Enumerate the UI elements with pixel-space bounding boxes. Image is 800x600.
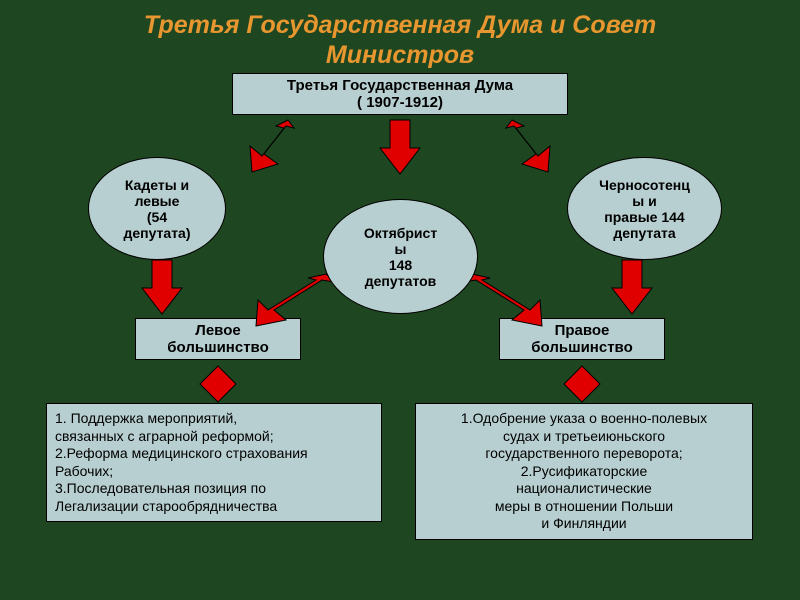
el-right-l4: депутата [613,225,675,241]
el-right-l3: правые 144 [604,209,684,225]
bl-l3: 2.Реформа медицинского страхования [55,445,373,463]
el-left-l1: Кадеты и [125,177,189,193]
arrow-top-to-right [492,118,552,178]
mid-left-l1: Левое [195,322,240,339]
el-center-l4: депутатов [365,273,437,289]
br-l2: судах и третьеиюньского [424,428,744,446]
top-box-l1: Третья Государственная Дума [287,77,513,94]
title-line2: Министров [326,41,474,69]
el-left-l2: левые [135,193,180,209]
el-right-l2: ы и [632,193,656,209]
mid-left-l2: большинство [167,339,268,356]
br-l4: 2.Русификаторские [424,463,744,481]
slide-title: Третья Государственная Дума и Совет Мини… [0,0,800,70]
top-box-duma: Третья Государственная Дума ( 1907-1912) [232,73,568,115]
el-center-l2: ы [395,241,407,257]
arrow-top-to-center [378,118,422,176]
ellipse-right-chernosotency: Черносотенц ы и правые 144 депутата [567,157,722,260]
ellipse-left-kadety: Кадеты и левые (54 депутата) [88,157,226,260]
diamond-left [198,364,238,404]
bl-l2: связанных с аграрной реформой; [55,428,373,446]
ellipse-center-oktyabristy: Октябрист ы 148 депутатов [323,199,478,314]
br-l1: 1.Одобрение указа о военно-полевых [424,410,744,428]
arrow-center-to-right [462,270,546,330]
el-left-l4: депутата) [123,225,190,241]
br-l3: государственного переворота; [424,445,744,463]
bl-l1: 1. Поддержка мероприятий, [55,410,373,428]
mid-right-l2: большинство [531,339,632,356]
bottom-left-text: 1. Поддержка мероприятий, связанных с аг… [46,403,382,522]
br-l5: националистические [424,480,744,498]
br-l7: и Финляндии [424,515,744,533]
el-center-l3: 148 [389,257,412,273]
arrow-center-to-left [252,270,336,330]
bottom-right-text: 1.Одобрение указа о военно-полевых судах… [415,403,753,540]
top-box-l2: ( 1907-1912) [357,94,443,111]
el-right-l1: Черносотенц [599,177,690,193]
br-l6: меры в отношении Польши [424,498,744,516]
diamond-right [562,364,602,404]
el-center-l1: Октябрист [364,225,437,241]
arrow-right-ellipse-down [610,258,654,316]
el-left-l3: (54 [147,209,167,225]
arrow-left-ellipse-down [140,258,184,316]
bl-l6: Легализации старообрядничества [55,498,373,516]
arrow-top-to-left [248,118,308,178]
title-line1: Третья Государственная Дума и Совет [144,11,656,39]
bl-l5: 3.Последовательная позиция по [55,480,373,498]
mid-right-l1: Правое [555,322,610,339]
bl-l4: Рабочих; [55,463,373,481]
